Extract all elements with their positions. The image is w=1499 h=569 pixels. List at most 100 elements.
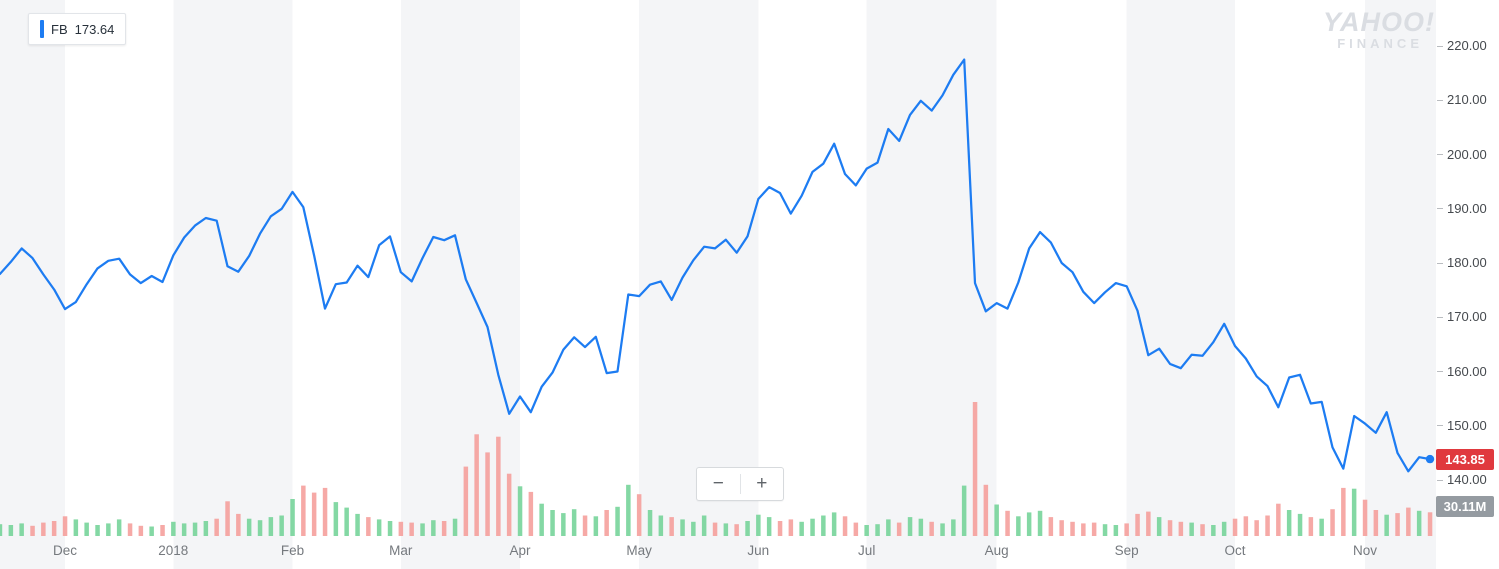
volume-bar-down <box>1276 503 1281 536</box>
volume-bar-down <box>1070 521 1075 536</box>
volume-bar-down <box>1200 524 1205 536</box>
volume-bar-down <box>1081 523 1086 536</box>
volume-bar-up <box>821 515 826 536</box>
volume-bar-up <box>961 485 967 536</box>
volume-bar-down <box>1362 499 1368 536</box>
volume-bar-down <box>463 466 469 536</box>
zoom-out-button[interactable]: − <box>697 468 740 500</box>
volume-bars <box>0 402 1433 536</box>
volume-bar-down <box>441 521 447 536</box>
volume-bar-up <box>940 523 945 536</box>
volume-bar-down <box>972 402 978 536</box>
volume-bar-down <box>1124 523 1129 536</box>
volume-bar-up <box>106 523 111 536</box>
volume-bar-up <box>691 521 696 536</box>
volume-bar-down <box>1059 520 1064 536</box>
volume-bar-down <box>842 516 848 536</box>
x-axis-label: Dec <box>52 543 78 558</box>
y-axis-label: 210.00 <box>1437 92 1487 108</box>
volume-bar-up <box>918 518 924 536</box>
volume-bar-down <box>398 521 404 536</box>
volume-bar-down <box>788 519 794 536</box>
volume-bar-up <box>1026 512 1032 536</box>
volume-bar-up <box>756 514 761 536</box>
volume-bar-up <box>626 484 631 536</box>
volume-bar-up <box>701 515 707 536</box>
volume-bar-down <box>734 524 739 536</box>
legend-chip: FB 173.64 <box>28 13 127 45</box>
volume-bar-up <box>615 506 620 536</box>
zoom-in-button[interactable]: + <box>741 468 784 500</box>
volume-bar-up <box>799 521 804 536</box>
volume-bar-up <box>810 518 815 536</box>
volume-bar-down <box>669 517 674 536</box>
volume-bar-down <box>1395 513 1400 536</box>
volume-bar-down <box>929 521 934 536</box>
volume-bar-down <box>485 452 490 536</box>
volume-bar-up <box>864 525 869 536</box>
volume-bar-down <box>1243 516 1249 536</box>
volume-bar-up <box>290 499 295 536</box>
y-axis-tick-mark <box>1437 479 1443 481</box>
x-axis-label: Mar <box>389 543 413 558</box>
month-stripe <box>1365 0 1436 569</box>
volume-bar-up <box>875 524 880 536</box>
volume-bar-down <box>41 522 46 536</box>
volume-bar-up <box>951 519 956 536</box>
x-axis-label: Sep <box>1114 543 1139 558</box>
volume-bar-up <box>116 519 122 536</box>
volume-bar-down <box>1341 487 1346 536</box>
volume-bar-down <box>896 522 902 536</box>
volume-bar-up <box>571 509 577 536</box>
x-axis-label: Nov <box>1352 543 1378 558</box>
month-stripe <box>0 0 65 569</box>
volume-bar-down <box>1048 517 1054 536</box>
volume-bar-up <box>344 507 349 536</box>
month-stripe <box>173 0 293 569</box>
volume-bar-down <box>1005 510 1010 536</box>
zoom-controls: − + <box>696 467 784 501</box>
volume-bar-up <box>1384 514 1389 536</box>
volume-bar-down <box>1178 521 1184 536</box>
volume-bar-up <box>355 513 360 536</box>
volume-bar-down <box>506 473 512 536</box>
volume-bar-up <box>1113 525 1119 536</box>
volume-bar-down <box>366 517 371 536</box>
volume-bar-up <box>1189 522 1194 536</box>
x-axis-label: Apr <box>509 543 531 558</box>
volume-bar-up <box>171 521 176 536</box>
volume-bar-down <box>127 523 133 536</box>
volume-bar-down <box>1330 509 1335 536</box>
volume-bar-up <box>1156 517 1162 536</box>
volume-bar-down <box>1232 518 1238 536</box>
volume-bar-down <box>225 501 230 536</box>
volume-bar-up <box>886 519 891 536</box>
y-axis-tick-mark <box>1437 425 1443 427</box>
volume-bar-up <box>723 523 729 536</box>
volume-bar-down <box>1373 510 1379 536</box>
watermark-finance-text: FINANCE <box>1337 36 1423 51</box>
volume-bar-up <box>431 520 436 536</box>
x-axis-label: Jul <box>858 543 876 558</box>
y-axis-tick-mark <box>1437 154 1443 155</box>
y-axis-label: 140.00 <box>1437 472 1487 488</box>
volume-bar-up <box>420 523 425 536</box>
volume-bar-up <box>1016 516 1021 536</box>
volume-bar-up <box>376 519 382 536</box>
volume-bar-up <box>1286 510 1292 536</box>
volume-bar-up <box>994 504 999 536</box>
volume-bar-down <box>474 434 479 536</box>
volume-bar-up <box>1416 510 1422 536</box>
volume-bar-up <box>387 521 393 536</box>
volume-bar-up <box>181 523 187 536</box>
x-axis-label: Aug <box>984 543 1009 558</box>
volume-bar-down <box>62 516 68 536</box>
volume-bar-up <box>257 520 263 536</box>
volume-bar-up <box>1351 488 1357 536</box>
volume-bar-up <box>907 517 913 536</box>
volume-bar-up <box>1211 525 1216 536</box>
y-axis-label: 220.00 <box>1437 38 1487 54</box>
volume-bar-up <box>333 502 339 536</box>
y-axis-label: 170.00 <box>1437 309 1487 325</box>
